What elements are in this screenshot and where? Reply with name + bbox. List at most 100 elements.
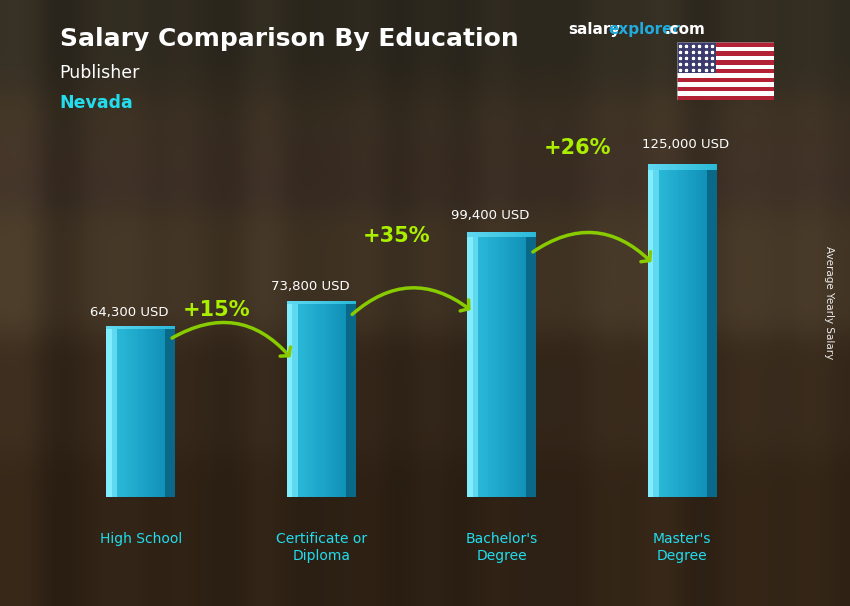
Bar: [117, 326, 119, 497]
Bar: [701, 164, 703, 497]
Bar: [510, 232, 512, 497]
Bar: [315, 301, 317, 497]
Bar: [335, 301, 337, 304]
Bar: [476, 232, 477, 497]
Bar: [694, 164, 696, 170]
Bar: [351, 301, 353, 497]
Text: .com: .com: [665, 22, 706, 37]
Bar: [715, 164, 717, 497]
Text: +35%: +35%: [363, 225, 431, 245]
Bar: [503, 232, 505, 237]
Bar: [344, 301, 346, 304]
Bar: [128, 326, 130, 497]
Bar: [113, 326, 115, 497]
Bar: [535, 232, 536, 237]
Bar: [150, 326, 152, 497]
Bar: [522, 232, 524, 497]
Bar: [522, 232, 524, 237]
Bar: [144, 326, 146, 497]
Bar: [699, 164, 700, 497]
Bar: [668, 164, 670, 497]
Bar: [686, 164, 688, 170]
Bar: [295, 301, 297, 304]
Bar: [535, 232, 536, 497]
Bar: [513, 232, 514, 237]
Bar: [668, 164, 670, 170]
Bar: [168, 326, 170, 329]
Bar: [518, 232, 519, 237]
Bar: [677, 52, 774, 56]
Bar: [676, 164, 677, 170]
Bar: [472, 232, 473, 497]
Text: +15%: +15%: [183, 300, 251, 320]
Bar: [302, 301, 303, 497]
Bar: [312, 301, 313, 497]
Bar: [137, 326, 138, 329]
Bar: [689, 164, 690, 170]
Bar: [156, 326, 157, 329]
Bar: [501, 232, 502, 237]
Bar: [714, 164, 715, 170]
Bar: [306, 301, 308, 304]
Bar: [173, 326, 175, 497]
Bar: [672, 164, 674, 497]
Bar: [532, 232, 533, 237]
Bar: [496, 232, 497, 497]
Bar: [670, 164, 672, 497]
Bar: [144, 326, 146, 329]
Bar: [342, 301, 343, 497]
Bar: [317, 301, 319, 304]
Bar: [677, 96, 774, 100]
Bar: [321, 301, 323, 497]
Bar: [470, 232, 472, 237]
Bar: [708, 164, 710, 170]
Text: +26%: +26%: [544, 138, 611, 158]
Bar: [665, 164, 666, 497]
Bar: [479, 232, 480, 237]
Bar: [660, 164, 661, 497]
Bar: [160, 326, 162, 329]
Bar: [330, 301, 331, 497]
Text: High School: High School: [99, 533, 182, 547]
Bar: [303, 301, 305, 497]
Bar: [513, 232, 514, 497]
Bar: [298, 301, 299, 304]
Bar: [315, 301, 317, 304]
Bar: [676, 164, 677, 497]
Bar: [323, 301, 324, 304]
Text: Nevada: Nevada: [60, 94, 133, 112]
Bar: [171, 326, 173, 329]
Text: Bachelor's
Degree: Bachelor's Degree: [466, 533, 538, 562]
Bar: [113, 326, 115, 329]
Bar: [151, 326, 153, 497]
Bar: [711, 164, 712, 497]
Bar: [533, 232, 535, 497]
Bar: [521, 232, 523, 497]
Bar: [119, 326, 120, 329]
Bar: [130, 326, 131, 497]
Bar: [677, 164, 678, 497]
Bar: [162, 326, 164, 329]
Bar: [110, 326, 112, 497]
Bar: [324, 301, 326, 304]
Bar: [348, 301, 350, 497]
Bar: [141, 326, 142, 329]
Bar: [137, 326, 138, 497]
Bar: [314, 301, 316, 497]
Bar: [310, 301, 312, 304]
Bar: [492, 232, 494, 237]
Text: salary: salary: [568, 22, 620, 37]
Bar: [124, 326, 126, 497]
Bar: [314, 301, 316, 304]
Bar: [287, 301, 288, 304]
Bar: [679, 164, 681, 170]
Text: 125,000 USD: 125,000 USD: [643, 138, 729, 151]
Bar: [128, 326, 130, 329]
Bar: [514, 232, 515, 237]
Bar: [530, 232, 532, 497]
Bar: [309, 301, 310, 304]
Bar: [108, 326, 110, 497]
Bar: [156, 326, 157, 497]
Bar: [141, 326, 142, 497]
Bar: [479, 232, 481, 237]
